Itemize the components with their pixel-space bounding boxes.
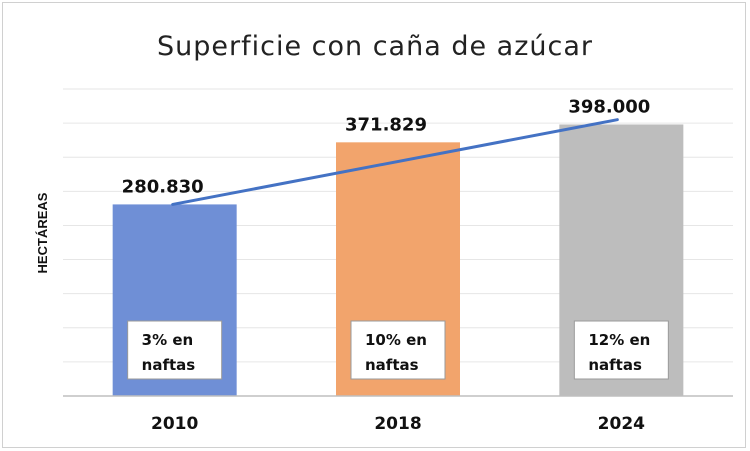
annotation-text: naftas [588,356,642,374]
chart-title: Superficie con caña de azúcar [157,31,593,62]
annotation-box-frame [350,320,446,380]
x-axis-ticks: 2010 2018 2024 [151,414,645,434]
x-tick-label: 2018 [374,414,421,434]
annotation-text: 10% en [365,331,427,349]
annotation-box: 12% en naftas [573,320,669,380]
x-tick-label: 2024 [598,414,645,434]
annotation-text: naftas [142,356,196,374]
trend-line [171,118,619,206]
annotation-box-frame [573,320,669,380]
annotation-box: 10% en naftas [350,320,446,380]
annotation-box-frame [127,320,223,380]
y-axis-label: HECTÁREAS [35,192,50,273]
data-label: 371.829 [345,114,427,135]
data-label: 398.000 [568,96,650,117]
data-labels: 280.830 371.829 398.000 [122,96,651,197]
annotations: 3% en naftas 10% en naftas 12% en naftas [127,320,669,380]
x-tick-label: 2010 [151,414,198,434]
bar-chart: Superficie con caña de azúcar HECTÁREAS … [35,31,733,434]
annotation-text: naftas [365,356,419,374]
data-label: 280.830 [122,176,204,197]
annotation-box: 3% en naftas [127,320,223,380]
annotation-text: 3% en [142,331,194,349]
annotation-text: 12% en [588,331,650,349]
